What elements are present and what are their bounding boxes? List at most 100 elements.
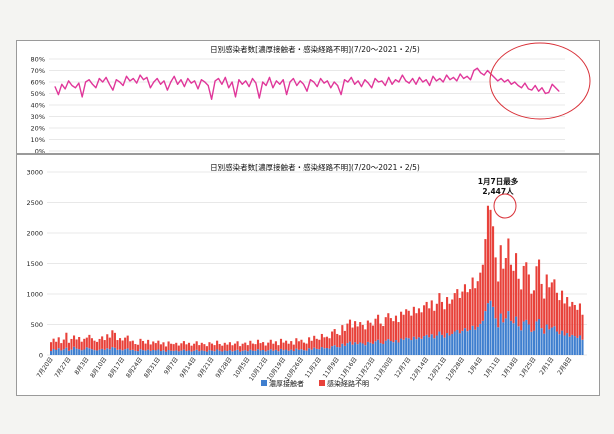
bar-unknown-route — [558, 300, 561, 335]
bar-unknown-route — [440, 301, 444, 335]
bar-close-contact — [95, 350, 99, 355]
bar-close-contact — [187, 350, 191, 355]
bar-unknown-route — [443, 309, 446, 338]
bar-close-contact — [392, 342, 395, 355]
line-point — [95, 87, 97, 89]
bar-close-contact — [274, 349, 277, 355]
bar-chart-legend: 濃厚接触者 感染経路不明 — [261, 379, 369, 388]
bar-unknown-route — [553, 279, 556, 327]
line-point — [238, 79, 240, 81]
bar-x-tick-label: 9月14日 — [179, 356, 198, 379]
bar-unknown-route — [231, 345, 234, 352]
bar-close-contact — [497, 327, 500, 355]
line-point — [255, 82, 257, 84]
line-point — [551, 83, 553, 85]
line-point — [71, 84, 73, 86]
line-point — [211, 98, 213, 100]
line-point — [337, 84, 339, 86]
line-point — [408, 82, 410, 84]
bar-close-contact — [167, 349, 170, 355]
bar-close-contact — [354, 342, 357, 355]
line-point — [54, 86, 56, 88]
bar-close-contact — [223, 350, 226, 355]
bar-unknown-route — [116, 340, 119, 350]
line-point — [517, 84, 519, 86]
bar-close-contact — [262, 349, 265, 355]
bar-close-contact — [246, 351, 249, 355]
bar-unknown-route — [433, 310, 436, 339]
legend-swatch-close-contact — [261, 380, 267, 386]
bar-close-contact — [62, 349, 65, 355]
bar-close-contact — [474, 329, 477, 355]
line-chart-points — [54, 67, 560, 100]
line-point — [88, 79, 90, 81]
bar-close-contact — [144, 350, 147, 355]
line-point — [262, 81, 264, 83]
bar-y-tick-label: 2000 — [26, 230, 43, 238]
bar-unknown-route — [435, 303, 438, 336]
bar-unknown-route — [221, 345, 224, 352]
bar-close-contact — [218, 350, 221, 355]
bar-unknown-route — [129, 341, 132, 351]
bar-unknown-route — [497, 281, 500, 328]
bar-unknown-route — [180, 343, 183, 351]
bar-unknown-route — [175, 342, 178, 351]
bar-unknown-route — [527, 274, 530, 325]
line-point — [429, 84, 431, 86]
bar-unknown-route — [305, 343, 308, 351]
line-point — [360, 86, 362, 88]
line-point — [534, 84, 536, 86]
line-point — [395, 79, 397, 81]
bar-close-contact — [389, 340, 392, 355]
line-point — [425, 79, 427, 81]
bar-unknown-route — [251, 343, 254, 351]
bar-close-contact — [244, 350, 247, 355]
bar-unknown-route — [471, 277, 474, 326]
bar-chart-title: 日別感染者数[濃厚接触者・感染経路不明](7/20～2021・2/5) — [210, 162, 420, 172]
bar-unknown-route — [228, 342, 231, 351]
line-point — [187, 78, 189, 80]
line-point — [57, 94, 59, 96]
bar-close-contact — [72, 346, 76, 355]
bar-unknown-route — [512, 270, 515, 324]
line-point — [504, 81, 506, 83]
bar-close-contact — [60, 350, 63, 355]
bar-close-contact — [126, 348, 129, 355]
bar-close-contact — [489, 300, 492, 355]
line-point — [143, 79, 145, 81]
bar-unknown-route — [272, 343, 275, 351]
line-point — [381, 80, 383, 82]
bar-close-contact — [425, 334, 428, 355]
bar-unknown-route — [285, 340, 288, 350]
bar-close-contact — [576, 337, 579, 355]
bar-close-contact — [131, 349, 134, 355]
bar-unknown-route — [379, 323, 382, 344]
line-point — [149, 87, 151, 89]
bar-unknown-route — [287, 343, 290, 351]
bar-close-contact — [420, 338, 423, 355]
line-point — [398, 81, 400, 83]
bar-unknown-route — [489, 209, 492, 301]
bar-close-contact — [78, 349, 81, 355]
peak-annotation-count: 2,447人 — [482, 187, 514, 196]
bar-unknown-route — [60, 343, 63, 351]
bar-close-contact — [471, 325, 474, 355]
bar-close-contact — [154, 350, 157, 355]
bar-close-contact — [492, 306, 495, 355]
bar-unknown-route — [392, 321, 395, 343]
bar-unknown-route — [190, 345, 193, 352]
bar-close-contact — [124, 349, 127, 355]
bar-close-contact — [325, 347, 329, 355]
bar-unknown-route — [297, 341, 300, 350]
line-point — [466, 75, 468, 77]
line-point — [452, 76, 454, 78]
bar-close-contact — [400, 338, 403, 355]
bar-close-contact — [57, 348, 60, 355]
bar-chart-y-axis: 3000 2500 2000 1500 1000 500 0 — [26, 169, 43, 360]
bar-close-contact — [85, 347, 88, 355]
bar-close-contact — [522, 321, 525, 355]
line-point — [139, 74, 141, 76]
bar-unknown-route — [98, 338, 101, 350]
line-point — [115, 79, 117, 81]
bar-close-contact — [272, 350, 275, 355]
